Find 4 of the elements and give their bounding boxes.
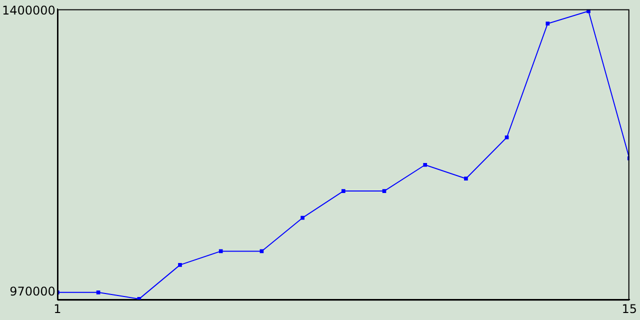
y-tick-label: 1400000 [2, 3, 56, 18]
x-tick-label: 1 [54, 302, 62, 316]
y-tick-label: 970000 [10, 284, 56, 299]
x-tick-label: 15 [622, 302, 638, 316]
